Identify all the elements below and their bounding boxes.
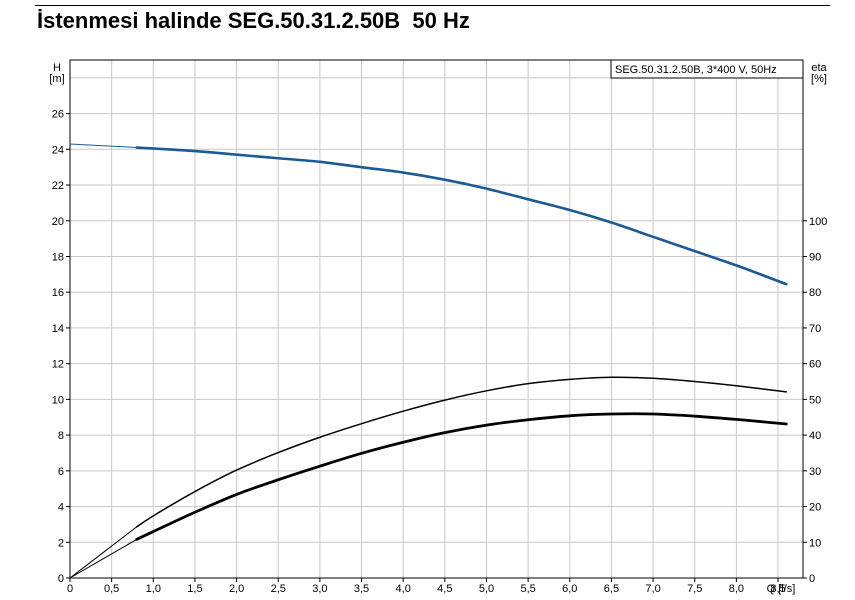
series-2-line bbox=[135, 412, 788, 541]
right-axis-label-line1: eta bbox=[811, 62, 827, 74]
x-tick-label: 8,0 bbox=[729, 583, 744, 595]
series-1-extrapolated-segment bbox=[69, 526, 138, 579]
x-tick-label: 8,5 bbox=[770, 583, 785, 595]
left-tick-label: 16 bbox=[52, 287, 64, 299]
chart-title: İstenmesi halinde SEG.50.31.2.50B 50 Hz bbox=[37, 8, 470, 33]
x-tick-label: 7,0 bbox=[645, 583, 660, 595]
left-tick-label: 18 bbox=[52, 251, 64, 263]
x-tick-label: 5,5 bbox=[520, 583, 535, 595]
x-tick-label: 7,5 bbox=[687, 583, 702, 595]
right-tick-label: 80 bbox=[809, 287, 821, 299]
legend-text: SEG.50.31.2.50B, 3*400 V, 50Hz bbox=[615, 64, 777, 76]
right-axis-label-line2: [%] bbox=[811, 73, 827, 85]
x-tick-label: 2,5 bbox=[271, 583, 286, 595]
right-tick-label: 40 bbox=[809, 430, 821, 442]
right-tick-label: 70 bbox=[809, 323, 821, 335]
right-axis-ticks: 0 10 20 30 40 50 60 70 80 90 100 bbox=[803, 216, 827, 585]
x-tick-label: 0 bbox=[67, 583, 73, 595]
left-tick-label: 12 bbox=[52, 359, 64, 371]
x-tick-label: 4,0 bbox=[396, 583, 411, 595]
right-tick-label: 100 bbox=[809, 216, 827, 228]
right-tick-label: 20 bbox=[809, 502, 821, 514]
x-tick-label: 1,5 bbox=[187, 583, 202, 595]
left-axis-label-line2: [m] bbox=[49, 73, 64, 85]
x-tick-label: 6,5 bbox=[604, 583, 619, 595]
right-tick-label: 30 bbox=[809, 466, 821, 478]
right-tick-label: 0 bbox=[809, 573, 815, 585]
x-tick-label: 2,0 bbox=[229, 583, 244, 595]
x-tick-label: 5,0 bbox=[479, 583, 494, 595]
left-tick-label: 20 bbox=[52, 216, 64, 228]
left-tick-label: 26 bbox=[52, 109, 64, 121]
series-0-line bbox=[135, 146, 788, 286]
left-tick-label: 4 bbox=[58, 502, 64, 514]
x-tick-label: 1,0 bbox=[146, 583, 161, 595]
series-layer bbox=[69, 143, 788, 579]
left-tick-label: 24 bbox=[52, 144, 64, 156]
x-tick-label: 0,5 bbox=[104, 583, 119, 595]
x-axis-label: Q [l/s] bbox=[767, 583, 796, 595]
right-tick-label: 90 bbox=[809, 251, 821, 263]
left-tick-label: 10 bbox=[52, 394, 64, 406]
grid-lines bbox=[70, 60, 804, 578]
x-tick-label: 6,0 bbox=[562, 583, 577, 595]
left-tick-label: 14 bbox=[52, 323, 64, 335]
left-axis-label-line1: H bbox=[53, 62, 61, 74]
right-tick-label: 60 bbox=[809, 359, 821, 371]
series-0-extrapolated-segment bbox=[69, 143, 138, 149]
right-tick-label: 50 bbox=[809, 394, 821, 406]
plot-frame bbox=[69, 59, 804, 579]
left-tick-label: 8 bbox=[58, 430, 64, 442]
left-tick-label: 0 bbox=[58, 573, 64, 585]
x-tick-label: 3,5 bbox=[354, 583, 369, 595]
left-tick-label: 6 bbox=[58, 466, 64, 478]
left-tick-label: 2 bbox=[58, 537, 64, 549]
x-tick-label: 3,0 bbox=[312, 583, 327, 595]
legend-box bbox=[610, 59, 804, 79]
right-tick-label: 10 bbox=[809, 537, 821, 549]
x-tick-label: 4,5 bbox=[437, 583, 452, 595]
x-axis-ticks: 0 0,5 1,0 1,5 2,0 2,5 3,0 3,5 4,0 4,5 5,0 5,5 6,0 6,5… bbox=[67, 578, 786, 595]
left-tick-label: 22 bbox=[52, 180, 64, 192]
series-2-extrapolated-segment bbox=[69, 538, 138, 579]
title-rule bbox=[35, 5, 830, 6]
series-1-line bbox=[135, 376, 788, 528]
